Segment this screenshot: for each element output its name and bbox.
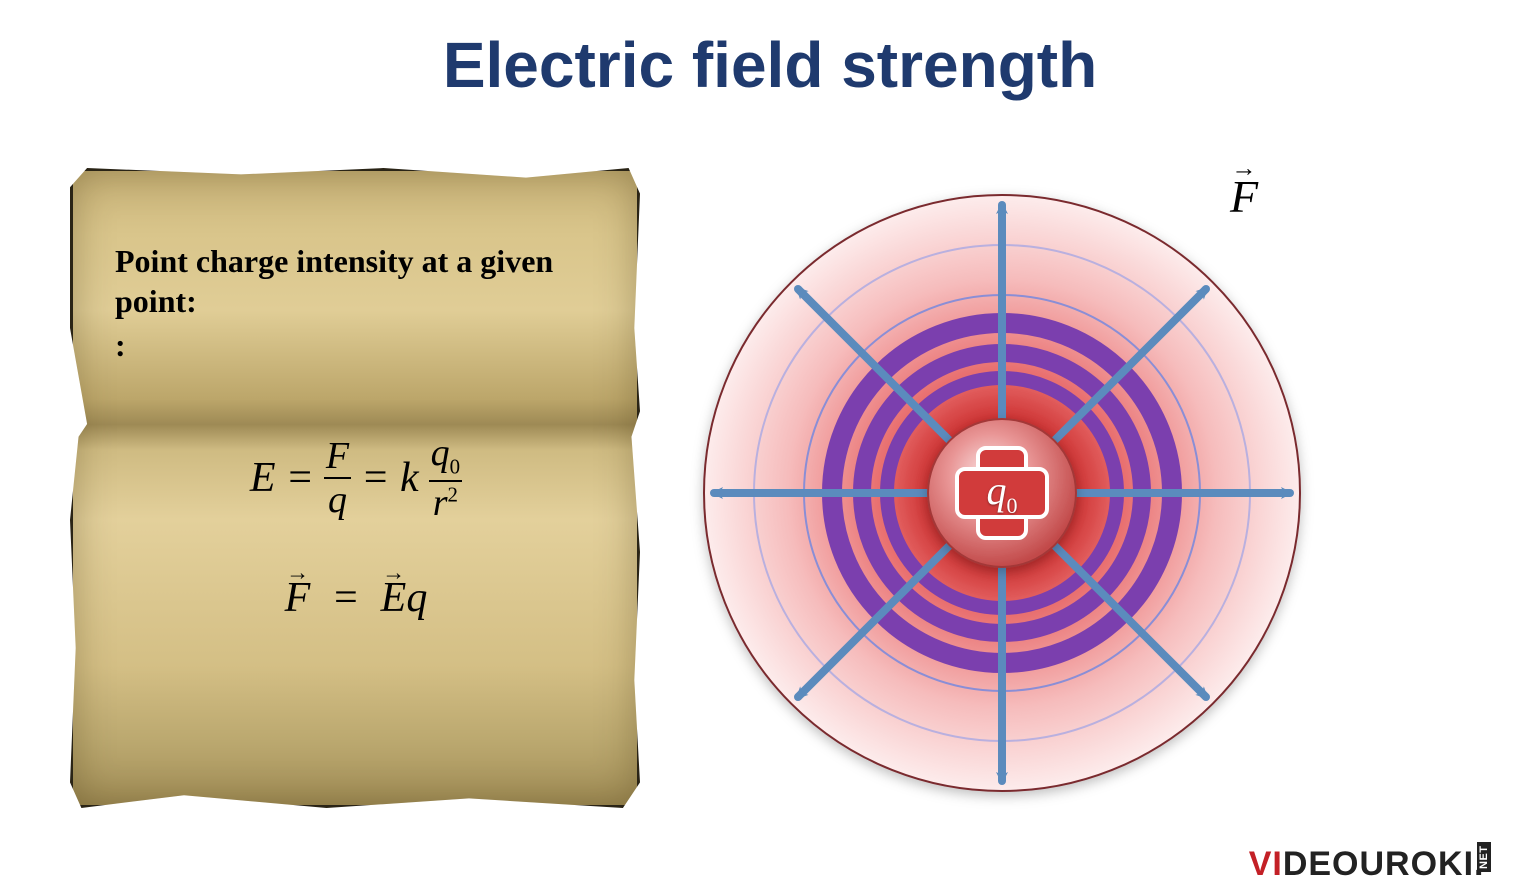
eq1-frac2-num: q0 (429, 434, 462, 480)
field-diagram: q0 (692, 183, 1312, 803)
eq2-F: F (285, 574, 311, 622)
eq1-lhs: E (250, 454, 276, 502)
eq1-frac2: q0 r2 (429, 434, 462, 522)
eq1-frac1-den: q (326, 479, 349, 519)
brand-logo: VIDEOUROKI.NET (1249, 845, 1518, 884)
equation-f: F = Eq (115, 574, 597, 622)
page-title: Electric field strength (0, 28, 1540, 102)
formula-block: E = F q = k q0 r2 (115, 434, 597, 622)
eq1-eq1: = (286, 454, 314, 502)
eq1-frac2-den: r2 (431, 482, 460, 522)
formula-paper: Point charge intensity at a given point:… (70, 168, 640, 808)
eq1-frac1: F q (324, 437, 351, 519)
paper-extra-colon: : (115, 327, 597, 364)
logo-rest: DEOUROKI (1283, 845, 1474, 884)
eq2-eq: = (331, 575, 359, 621)
eq2-q: q (406, 575, 427, 621)
eq1-mid: = k (361, 454, 418, 502)
paper-heading: Point charge intensity at a given point: (115, 241, 597, 321)
equation-e: E = F q = k q0 r2 (250, 434, 462, 522)
eq1-frac1-num: F (324, 437, 351, 477)
logo-net: NET (1477, 842, 1491, 872)
eq2-E: E (381, 574, 407, 622)
logo-vi: VI (1249, 845, 1283, 884)
